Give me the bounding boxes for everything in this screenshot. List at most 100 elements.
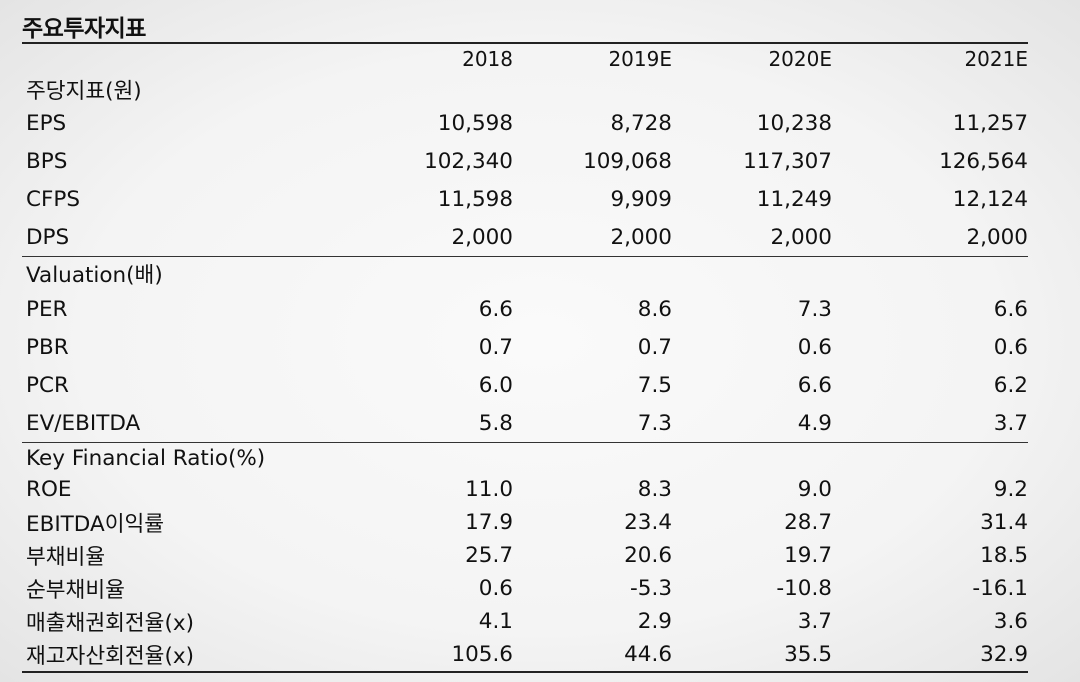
table-row: ROE 11.0 8.3 9.0 9.2 <box>22 473 1028 506</box>
section-heading: 주당지표(원) <box>26 78 142 104</box>
table-row: EV/EBITDA 5.8 7.3 4.9 3.7 <box>22 404 1028 442</box>
value-cell: 6.0 <box>478 372 513 398</box>
column-header-row: 2018 2019E 2020E 2021E <box>22 44 1028 74</box>
value-cell: 4.1 <box>478 609 513 634</box>
table-row: 매출채권회전율(x) 4.1 2.9 3.7 3.6 <box>22 605 1028 638</box>
value-cell: 6.6 <box>478 296 513 322</box>
value-cell: 32.9 <box>980 642 1028 667</box>
row-label: ROE <box>26 477 72 502</box>
value-cell: 0.7 <box>478 334 513 360</box>
row-label: 부채비율 <box>26 545 106 570</box>
column-header: 2021E <box>964 47 1028 71</box>
value-cell: 23.4 <box>624 510 672 535</box>
table-body: 주당지표(원) EPS 10,598 8,728 10,238 11,257 BPS 102,… <box>22 74 1028 671</box>
value-cell: 7.5 <box>637 372 672 398</box>
value-cell: 0.6 <box>797 334 832 360</box>
value-cell: 25.7 <box>465 543 513 568</box>
row-label: CFPS <box>26 186 80 212</box>
value-cell: 7.3 <box>637 410 672 436</box>
value-cell: 2.9 <box>637 609 672 634</box>
table-row: 재고자산회전율(x) 105.6 44.6 35.5 32.9 <box>22 638 1028 671</box>
value-cell: 6.6 <box>797 372 832 398</box>
value-cell: 2,000 <box>610 224 672 250</box>
value-cell: 6.6 <box>993 296 1028 322</box>
section-heading-row: 주당지표(원) <box>22 74 1028 104</box>
value-cell: 12,124 <box>952 186 1028 212</box>
section-heading-row: Valuation(배) <box>22 256 1028 290</box>
value-cell: 6.2 <box>993 372 1028 398</box>
row-label: PCR <box>26 372 69 398</box>
table-row: EBITDA이익률 17.9 23.4 28.7 31.4 <box>22 506 1028 539</box>
row-label: 매출채권회전율(x) <box>26 611 194 636</box>
value-cell: 44.6 <box>624 642 672 667</box>
table-row: PCR 6.0 7.5 6.6 6.2 <box>22 366 1028 404</box>
section-heading-row: Key Financial Ratio(%) <box>22 442 1028 473</box>
value-cell: 28.7 <box>784 510 832 535</box>
row-label: EBITDA이익률 <box>26 512 165 537</box>
value-cell: 20.6 <box>624 543 672 568</box>
value-cell: -16.1 <box>972 576 1028 601</box>
table-top-rule <box>22 42 1028 44</box>
row-label: EPS <box>26 110 67 136</box>
table-row: BPS 102,340 109,068 117,307 126,564 <box>22 142 1028 180</box>
table-bottom-rule <box>22 671 1028 673</box>
value-cell: 9.2 <box>993 477 1028 502</box>
value-cell: 18.5 <box>980 543 1028 568</box>
table-row: EPS 10,598 8,728 10,238 11,257 <box>22 104 1028 142</box>
value-cell: 5.8 <box>478 410 513 436</box>
row-label: 순부채비율 <box>26 578 125 603</box>
value-cell: 8,728 <box>610 110 672 136</box>
value-cell: 17.9 <box>465 510 513 535</box>
page-title: 주요투자지표 <box>22 16 146 42</box>
table-row: 부채비율 25.7 20.6 19.7 18.5 <box>22 539 1028 572</box>
value-cell: 105.6 <box>451 642 513 667</box>
value-cell: 2,000 <box>451 224 513 250</box>
value-cell: 35.5 <box>784 642 832 667</box>
row-label: BPS <box>26 148 68 174</box>
value-cell: 9,909 <box>610 186 672 212</box>
row-label: DPS <box>26 224 70 250</box>
value-cell: -5.3 <box>630 576 672 601</box>
section-heading: Valuation(배) <box>26 263 163 288</box>
value-cell: 102,340 <box>424 148 513 174</box>
value-cell: 31.4 <box>980 510 1028 535</box>
section-heading: Key Financial Ratio(%) <box>26 445 266 471</box>
value-cell: 7.3 <box>797 296 832 322</box>
value-cell: 8.6 <box>637 296 672 322</box>
value-cell: 3.7 <box>993 410 1028 436</box>
value-cell: -10.8 <box>776 576 832 601</box>
value-cell: 11.0 <box>465 477 513 502</box>
investment-indicators-table: 2018 2019E 2020E 2021E 주당지표(원) EPS 10,598 8… <box>22 42 1028 673</box>
value-cell: 3.6 <box>993 609 1028 634</box>
value-cell: 126,564 <box>939 148 1028 174</box>
value-cell: 109,068 <box>583 148 672 174</box>
value-cell: 2,000 <box>770 224 832 250</box>
value-cell: 9.0 <box>797 477 832 502</box>
value-cell: 11,249 <box>756 186 832 212</box>
table-row: 순부채비율 0.6 -5.3 -10.8 -16.1 <box>22 572 1028 605</box>
table-row: PER 6.6 8.6 7.3 6.6 <box>22 290 1028 328</box>
row-label: 재고자산회전율(x) <box>26 644 194 669</box>
value-cell: 19.7 <box>784 543 832 568</box>
value-cell: 0.6 <box>993 334 1028 360</box>
column-header: 2020E <box>768 47 832 71</box>
value-cell: 3.7 <box>797 609 832 634</box>
column-header: 2018 <box>462 47 513 71</box>
value-cell: 11,598 <box>437 186 513 212</box>
value-cell: 11,257 <box>952 110 1028 136</box>
value-cell: 4.9 <box>797 410 832 436</box>
table-row: CFPS 11,598 9,909 11,249 12,124 <box>22 180 1028 218</box>
value-cell: 10,598 <box>437 110 513 136</box>
row-label: PBR <box>26 334 69 360</box>
value-cell: 117,307 <box>743 148 832 174</box>
row-label: PER <box>26 296 68 322</box>
value-cell: 10,238 <box>756 110 832 136</box>
value-cell: 0.6 <box>478 576 513 601</box>
row-label: EV/EBITDA <box>26 410 141 436</box>
column-header: 2019E <box>608 47 672 71</box>
value-cell: 0.7 <box>637 334 672 360</box>
value-cell: 8.3 <box>637 477 672 502</box>
table-row: DPS 2,000 2,000 2,000 2,000 <box>22 218 1028 256</box>
value-cell: 2,000 <box>966 224 1028 250</box>
